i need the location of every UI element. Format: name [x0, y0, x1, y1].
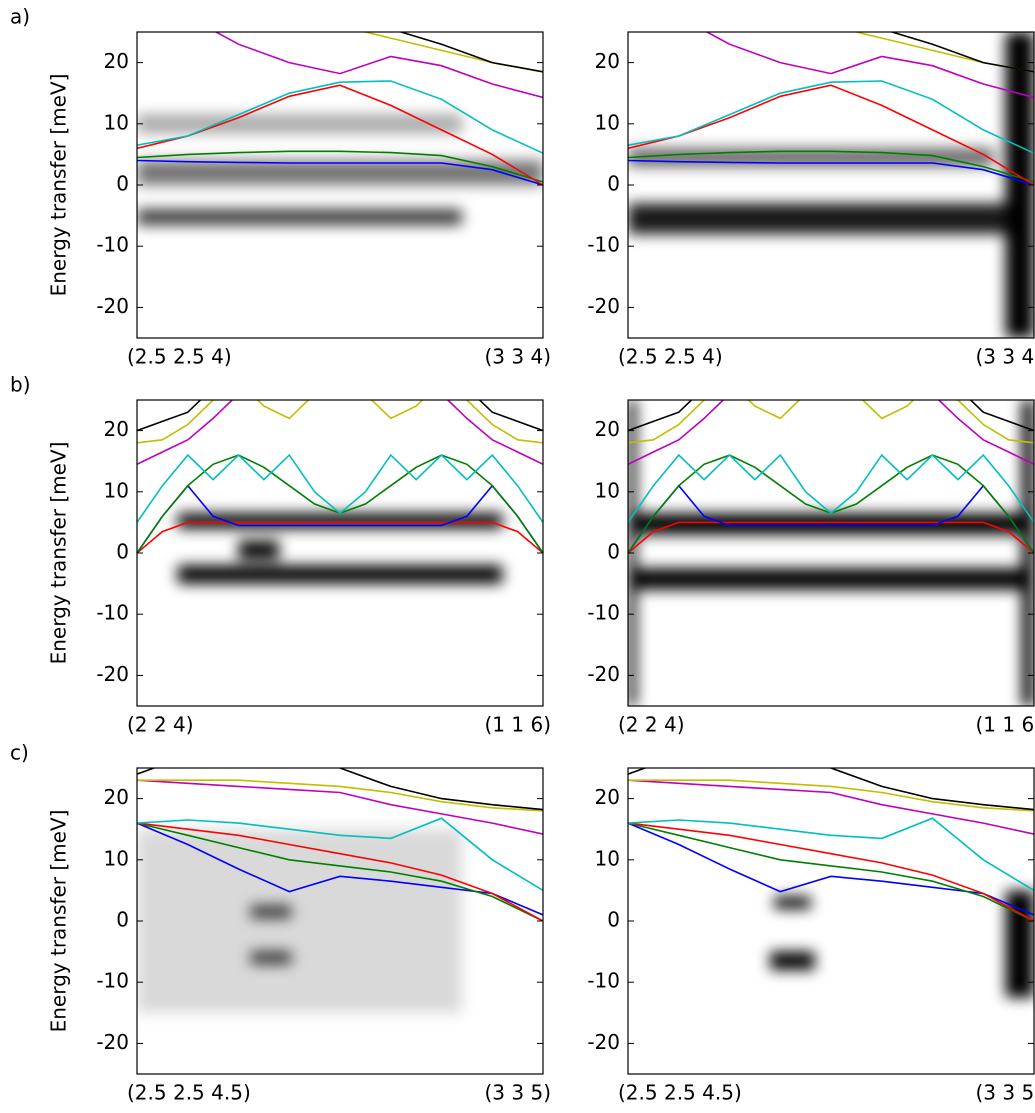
intensity-feature: [628, 203, 1034, 234]
y-tick-label: -20: [587, 1030, 620, 1054]
y-tick-label: -10: [96, 601, 129, 625]
y-tick-label: -10: [587, 601, 620, 625]
plot-area: [137, 0, 543, 338]
y-tick-label: 0: [607, 540, 620, 564]
plot-background: [137, 400, 543, 706]
y-tick-label: 10: [595, 846, 620, 870]
y-tick-label: -20: [96, 1030, 129, 1054]
y-axis-label: Energy transfer [meV]: [47, 442, 71, 665]
y-tick-label: 0: [116, 172, 129, 196]
intensity-feature: [137, 829, 462, 1013]
y-tick-label: 10: [595, 478, 620, 502]
y-tick-label: 10: [104, 478, 129, 502]
y-tick-label: -10: [587, 969, 620, 993]
intensity-feature: [137, 209, 462, 224]
y-tick-label: 20: [595, 785, 620, 809]
y-tick-label: -10: [96, 969, 129, 993]
plot-area: [137, 737, 543, 1074]
panel: -20 -10 0 10 20 (2.5 2.5 4) (3 3 4) a) Energy tr…: [10, 0, 551, 368]
x-endpoint-label: (1 1 6): [976, 713, 1035, 737]
x-endpoint-label: (3 3 4): [485, 345, 552, 369]
y-tick-label: -20: [587, 662, 620, 686]
x-endpoint-label: (3 3 5): [485, 1081, 552, 1105]
panel-label: b): [10, 373, 31, 397]
x-endpoint-label: (3 3 5): [976, 1081, 1035, 1105]
x-endpoint-label: (3 3 4): [976, 345, 1035, 369]
intensity-feature: [1006, 890, 1034, 997]
panel: -20 -10 0 10 20 (2.5 2.5 4.5) (3 3 5) c) Energy …: [10, 737, 551, 1104]
intensity-feature: [239, 541, 280, 559]
y-tick-label: 0: [116, 908, 129, 932]
y-tick-label: -20: [587, 294, 620, 318]
y-tick-label: 10: [595, 110, 620, 134]
intensity-feature: [628, 568, 1034, 589]
y-tick-label: -20: [96, 294, 129, 318]
y-tick-label: 10: [104, 110, 129, 134]
intensity-feature: [770, 952, 815, 970]
intensity-feature: [628, 513, 1034, 534]
panel-label: c): [10, 741, 29, 765]
y-tick-label: -10: [96, 233, 129, 257]
panel: -20 -10 0 10 20 (2 2 4) (1 1 6): [587, 357, 1035, 736]
intensity-feature: [774, 897, 811, 909]
plot-area: [628, 0, 1034, 338]
y-axis-label: Energy transfer [meV]: [47, 810, 71, 1033]
y-tick-label: 20: [104, 417, 129, 441]
x-endpoint-label: (2.5 2.5 4): [618, 345, 723, 369]
x-endpoint-label: (2 2 4): [618, 713, 685, 737]
y-tick-label: 0: [116, 540, 129, 564]
plot-area: [628, 357, 1034, 706]
panel: -20 -10 0 10 20 (2 2 4) (1 1 6) b) Energy transf…: [10, 357, 551, 736]
intensity-feature: [178, 565, 503, 583]
x-endpoint-label: (2 2 4): [127, 713, 194, 737]
x-endpoint-label: (2.5 2.5 4): [127, 345, 232, 369]
y-axis-label: Energy transfer [meV]: [47, 74, 71, 297]
plot-area: [628, 737, 1034, 1074]
y-tick-label: 0: [607, 172, 620, 196]
plot-background: [628, 768, 1034, 1074]
y-tick-label: -10: [587, 233, 620, 257]
x-endpoint-label: (2.5 2.5 4.5): [127, 1081, 251, 1105]
y-tick-label: -20: [96, 662, 129, 686]
y-tick-label: 20: [595, 417, 620, 441]
plot-background: [628, 32, 1034, 338]
plot-background: [628, 400, 1034, 706]
y-tick-label: 20: [104, 49, 129, 73]
y-tick-label: 20: [104, 785, 129, 809]
x-endpoint-label: (1 1 6): [485, 713, 552, 737]
panel: -20 -10 0 10 20 (2.5 2.5 4.5) (3 3 5): [587, 737, 1035, 1104]
plot-area: [137, 357, 543, 706]
x-endpoint-label: (2.5 2.5 4.5): [618, 1081, 742, 1105]
panel-label: a): [10, 5, 30, 29]
panel: -20 -10 0 10 20 (2.5 2.5 4) (3 3 4): [587, 0, 1035, 368]
y-tick-label: 20: [595, 49, 620, 73]
intensity-map: [137, 829, 462, 1013]
y-tick-label: 0: [607, 908, 620, 932]
y-tick-label: 10: [104, 846, 129, 870]
intensity-feature: [137, 115, 462, 133]
